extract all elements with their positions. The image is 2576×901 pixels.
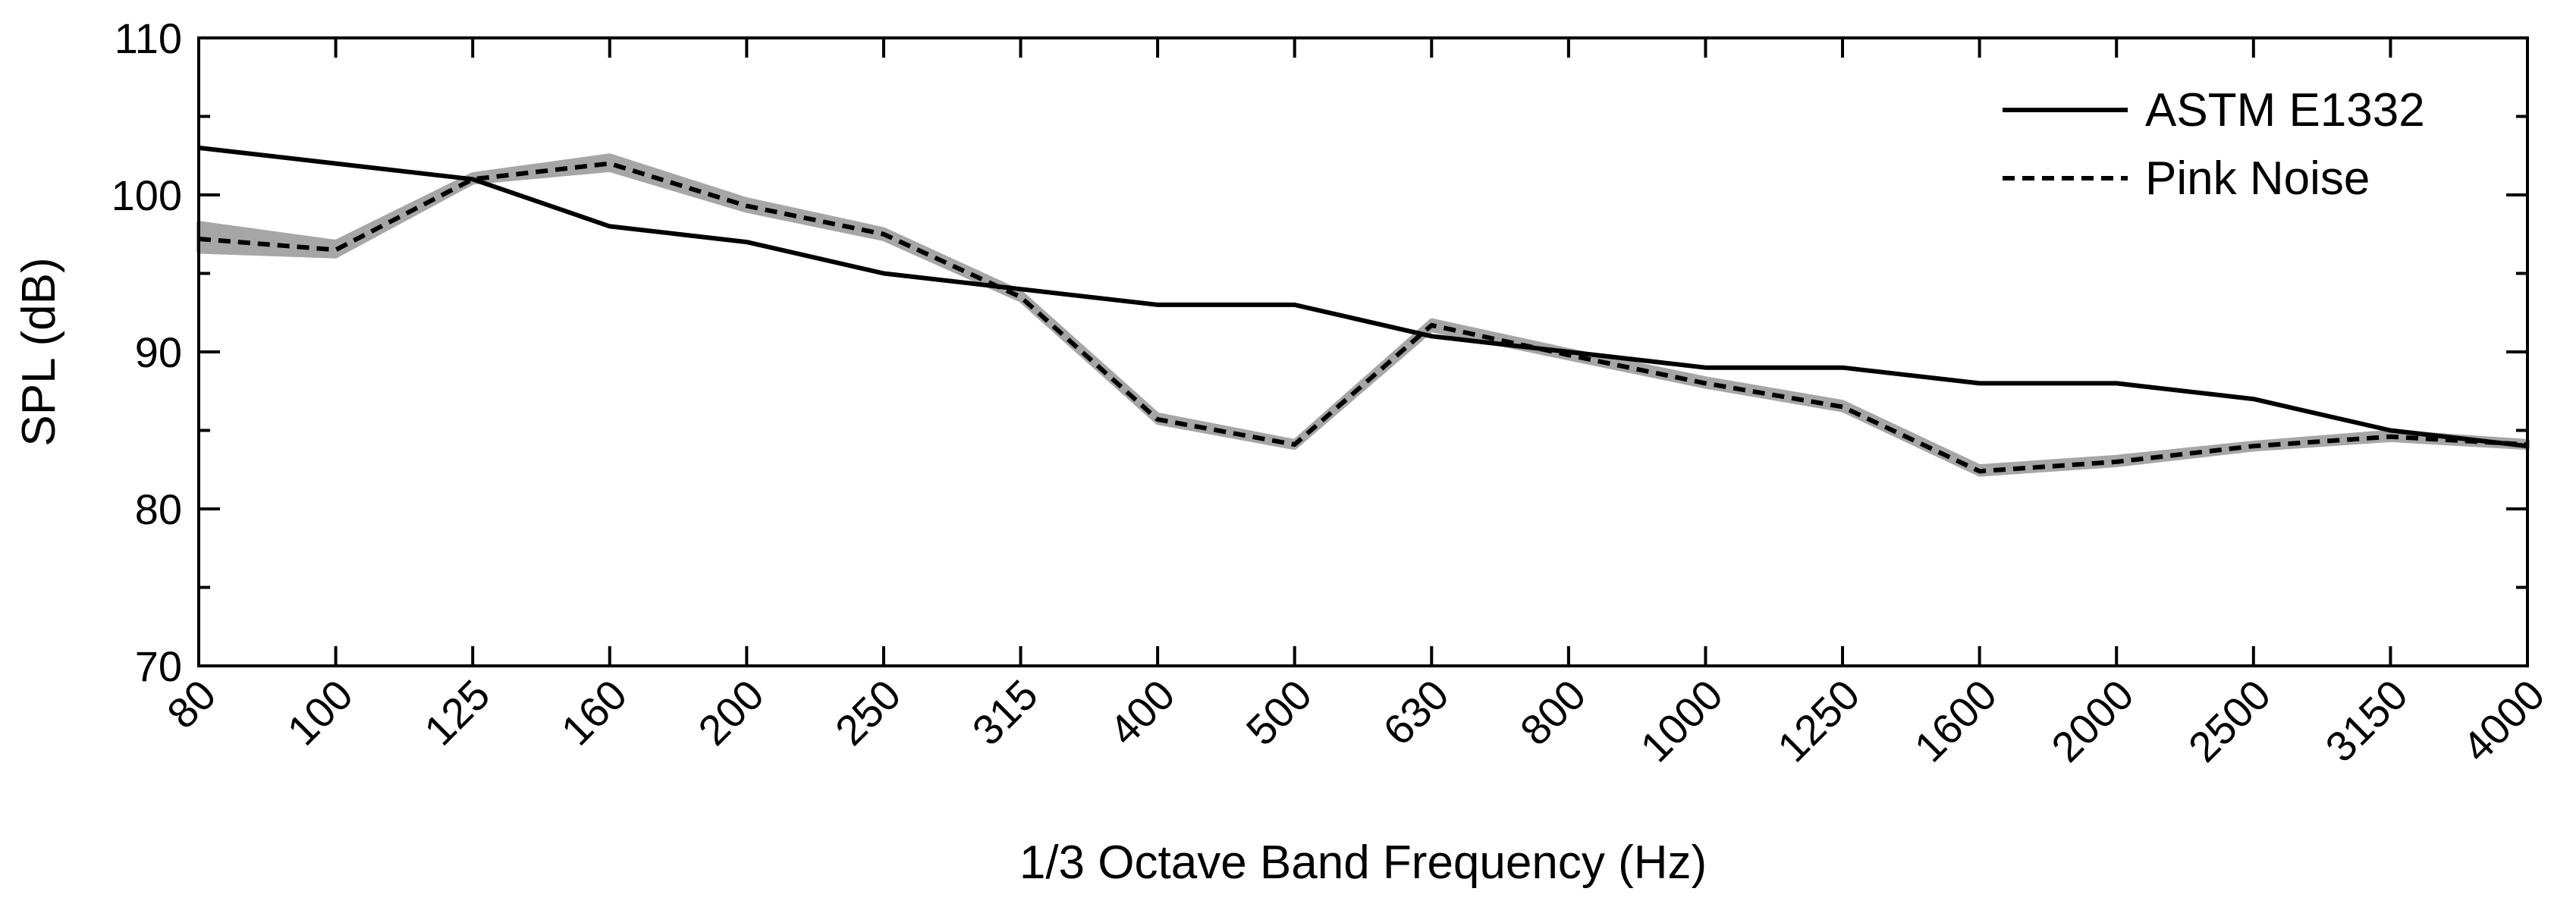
x-tick-label: 630 <box>1374 670 1458 755</box>
pink-noise-point <box>2253 446 2254 447</box>
legend-label-pink-noise: Pink Noise <box>2145 152 2370 205</box>
astm-e1332-point <box>2390 430 2391 431</box>
astm-e1332-point <box>2253 399 2254 400</box>
astm-e1332-point <box>609 226 610 227</box>
y-tick-label: 110 <box>115 14 182 62</box>
series-lines <box>198 145 2528 474</box>
x-tick-label: 315 <box>963 670 1047 755</box>
x-tick-label: 1250 <box>1768 670 1869 771</box>
x-tick-label: 4000 <box>2453 670 2554 771</box>
astm-e1332-line <box>198 145 2528 449</box>
astm-e1332-point <box>1979 383 1980 384</box>
x-tick-label: 400 <box>1100 670 1184 755</box>
pink-noise-point <box>1294 444 1295 445</box>
x-axis-ticks: 80 100 125 160 200 250 315 400 500 630 800 1000 1250… <box>158 38 2554 771</box>
pink-noise-point <box>2116 461 2117 462</box>
pink-noise-point <box>1568 355 1569 356</box>
astm-e1332-point <box>746 242 747 243</box>
astm-e1332-point <box>1020 289 1021 290</box>
x-tick-label: 800 <box>1511 670 1595 755</box>
x-tick-label: 3150 <box>2316 670 2417 771</box>
x-tick-label: 2500 <box>2179 670 2280 771</box>
x-tick-label: 200 <box>689 670 773 755</box>
pink-noise-line <box>198 161 2528 474</box>
x-axis-title: 1/3 Octave Band Frequency (Hz) <box>1019 837 1707 889</box>
astm-e1332-point <box>335 163 336 164</box>
legend-label-astm-e1332: ASTM E1332 <box>2145 84 2425 137</box>
x-tick-label: 160 <box>552 670 636 755</box>
legend: ASTM E1332 Pink Noise <box>2003 84 2425 205</box>
x-tick-label: 1000 <box>1631 670 1732 771</box>
astm-e1332-point <box>883 273 884 274</box>
y-tick-label: 70 <box>135 642 182 690</box>
y-tick-label: 100 <box>112 171 182 219</box>
y-axis-ticks: 70 80 90 100 110 <box>112 14 2527 690</box>
astm-e1332-point <box>1431 336 1432 337</box>
x-tick-label: 250 <box>826 670 910 755</box>
x-tick-label: 100 <box>278 670 362 755</box>
pink-noise-point <box>1705 383 1706 384</box>
x-tick-label: 125 <box>415 670 499 755</box>
pink-noise-point <box>1979 471 1980 472</box>
astm-e1332-point <box>1294 304 1295 305</box>
x-tick-label: 1600 <box>1905 670 2006 771</box>
x-tick-label: 500 <box>1237 670 1321 755</box>
y-tick-label: 80 <box>135 485 182 533</box>
x-tick-label: 2000 <box>2042 670 2143 771</box>
astm-e1332-point <box>1842 367 1843 368</box>
y-tick-label: 90 <box>135 328 182 376</box>
pink-noise-point <box>2390 436 2391 437</box>
pink-noise-point <box>609 163 610 164</box>
y-axis-title: SPL (dB) <box>13 257 65 446</box>
astm-e1332-point <box>1705 367 1706 368</box>
astm-e1332-point <box>1568 352 1569 353</box>
astm-e1332-point <box>2116 383 2117 384</box>
